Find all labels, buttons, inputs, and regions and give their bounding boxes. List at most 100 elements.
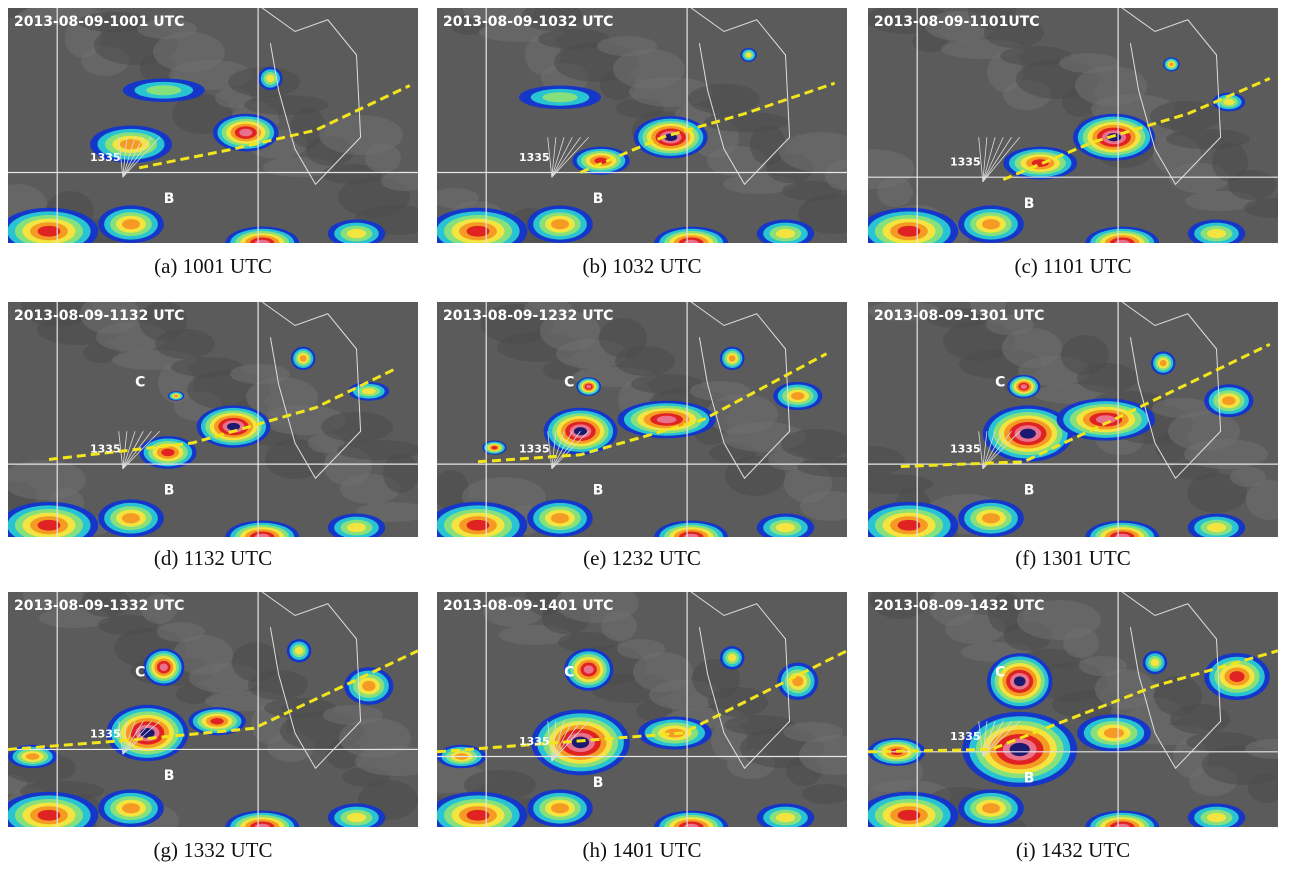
cloud-cell	[1223, 99, 1234, 105]
cloud-texture	[1230, 467, 1266, 487]
timestamp: 2013-08-09-1232 UTC	[443, 308, 613, 324]
track-label: 1335	[519, 735, 550, 748]
cell-label: B	[164, 483, 175, 499]
caption: (b) 1032 UTC	[437, 254, 847, 279]
cloud-cell	[776, 813, 795, 822]
cloud-texture	[230, 364, 290, 384]
satellite-panel: 2013-08-09-1232 UTC 1335 B C	[437, 302, 847, 537]
cloud-cell	[551, 513, 569, 523]
cloud-cell	[776, 229, 795, 238]
cloud-cell	[776, 523, 795, 532]
cloud-cell	[746, 53, 751, 58]
timestamp: 2013-08-09-1401 UTC	[443, 598, 613, 614]
cloud-cell	[122, 803, 140, 813]
cloud-texture	[1061, 335, 1109, 375]
cloud-cell	[586, 385, 591, 389]
cell-label: C	[995, 375, 1005, 391]
cloud-cell	[572, 737, 589, 749]
cloud-cell	[239, 129, 252, 137]
cloud-cell	[26, 753, 39, 759]
satellite-image: 2013-08-09-1301 UTC1335BC	[868, 302, 1278, 537]
cell-label: C	[995, 665, 1005, 681]
caption: (i) 1432 UTC	[868, 838, 1278, 863]
cloud-cell	[347, 813, 366, 822]
satellite-image: 2013-08-09-1132 UTC 1335 B C	[8, 302, 418, 537]
track-label: 1335	[90, 151, 121, 164]
cloud-texture	[1154, 676, 1202, 716]
cloud-cell	[551, 219, 569, 229]
cell-label: B	[1024, 483, 1035, 499]
track-label: 1335	[90, 442, 121, 455]
cloud-cell	[146, 85, 181, 95]
cloud-cell	[982, 219, 1000, 229]
track-label: 1335	[519, 151, 550, 164]
cloud-texture	[1166, 129, 1250, 149]
caption: (f) 1301 UTC	[868, 546, 1278, 571]
cloud-cell	[210, 718, 223, 725]
cell-label: B	[164, 768, 175, 784]
timestamp: 2013-08-09-1132 UTC	[14, 308, 184, 324]
cell-label: B	[1024, 770, 1035, 786]
cloud-cell	[791, 392, 804, 400]
cell-label: B	[593, 191, 604, 207]
caption: (h) 1401 UTC	[437, 838, 847, 863]
cloud-cell	[728, 654, 736, 662]
satellite-image: 2013-08-09-1001 UTC1335B	[8, 8, 418, 243]
caption: (d) 1132 UTC	[8, 546, 418, 571]
cloud-cell	[122, 219, 140, 229]
cloud-texture	[244, 95, 328, 115]
cloud-cell	[1104, 728, 1124, 738]
cloud-cell	[362, 388, 376, 394]
cloud-cell	[300, 355, 307, 361]
cloud-cell	[347, 229, 366, 238]
cloud-cell	[266, 75, 274, 83]
cloud-texture	[157, 622, 205, 642]
cell-label: C	[564, 375, 574, 391]
cloud-cell	[982, 513, 1000, 523]
cloud-cell	[122, 513, 140, 523]
cell-label: C	[564, 665, 574, 681]
cloud-cell	[1207, 523, 1226, 532]
caption: (g) 1332 UTC	[8, 838, 418, 863]
satellite-panel: 2013-08-09-1032 UTC 1335 B	[437, 8, 847, 243]
cloud-cell	[161, 449, 174, 457]
cloud-cell	[551, 803, 569, 813]
cloud-cell	[1010, 743, 1030, 756]
timestamp: 2013-08-09-1301 UTC	[874, 308, 1044, 324]
cloud-cell	[347, 523, 366, 532]
cell-label: B	[593, 483, 604, 499]
satellite-image: 2013-08-09-1432 UTC1335BC	[868, 592, 1278, 827]
cloud-cell	[1014, 676, 1026, 686]
cloud-cell	[1222, 396, 1235, 405]
cloud-texture	[597, 36, 657, 56]
track-label: 1335	[950, 155, 981, 168]
cloud-cell	[1169, 62, 1173, 66]
cloud-cell	[160, 663, 168, 671]
caption: (a) 1001 UTC	[8, 254, 418, 279]
cloud-cell	[729, 355, 736, 361]
timestamp: 2013-08-09-1332 UTC	[14, 598, 184, 614]
cell-label: C	[135, 375, 145, 391]
cloud-cell	[1020, 429, 1036, 439]
satellite-panel: 2013-08-09-1301 UTC1335BC	[868, 302, 1278, 537]
timestamp: 2013-08-09-1001 UTC	[14, 14, 184, 30]
timestamp: 2013-08-09-1032 UTC	[443, 14, 613, 30]
cloud-cell	[584, 665, 594, 673]
cloud-texture	[323, 705, 383, 725]
cell-label: B	[1024, 196, 1035, 212]
figure: 2013-08-09-1001 UTC 1335 B (a) 1001 UTC 2013…	[0, 0, 1290, 869]
cloud-texture	[783, 722, 843, 742]
satellite-panel: 2013-08-09-1001 UTC1335B	[8, 8, 418, 243]
cloud-cell	[657, 416, 677, 424]
cloud-cell	[1229, 671, 1244, 682]
track-label: 1335	[519, 442, 550, 455]
cloud-cell	[227, 423, 240, 430]
cloud-cell	[1151, 659, 1159, 667]
cloud-texture	[599, 318, 647, 358]
cloud-cell	[982, 803, 1000, 813]
